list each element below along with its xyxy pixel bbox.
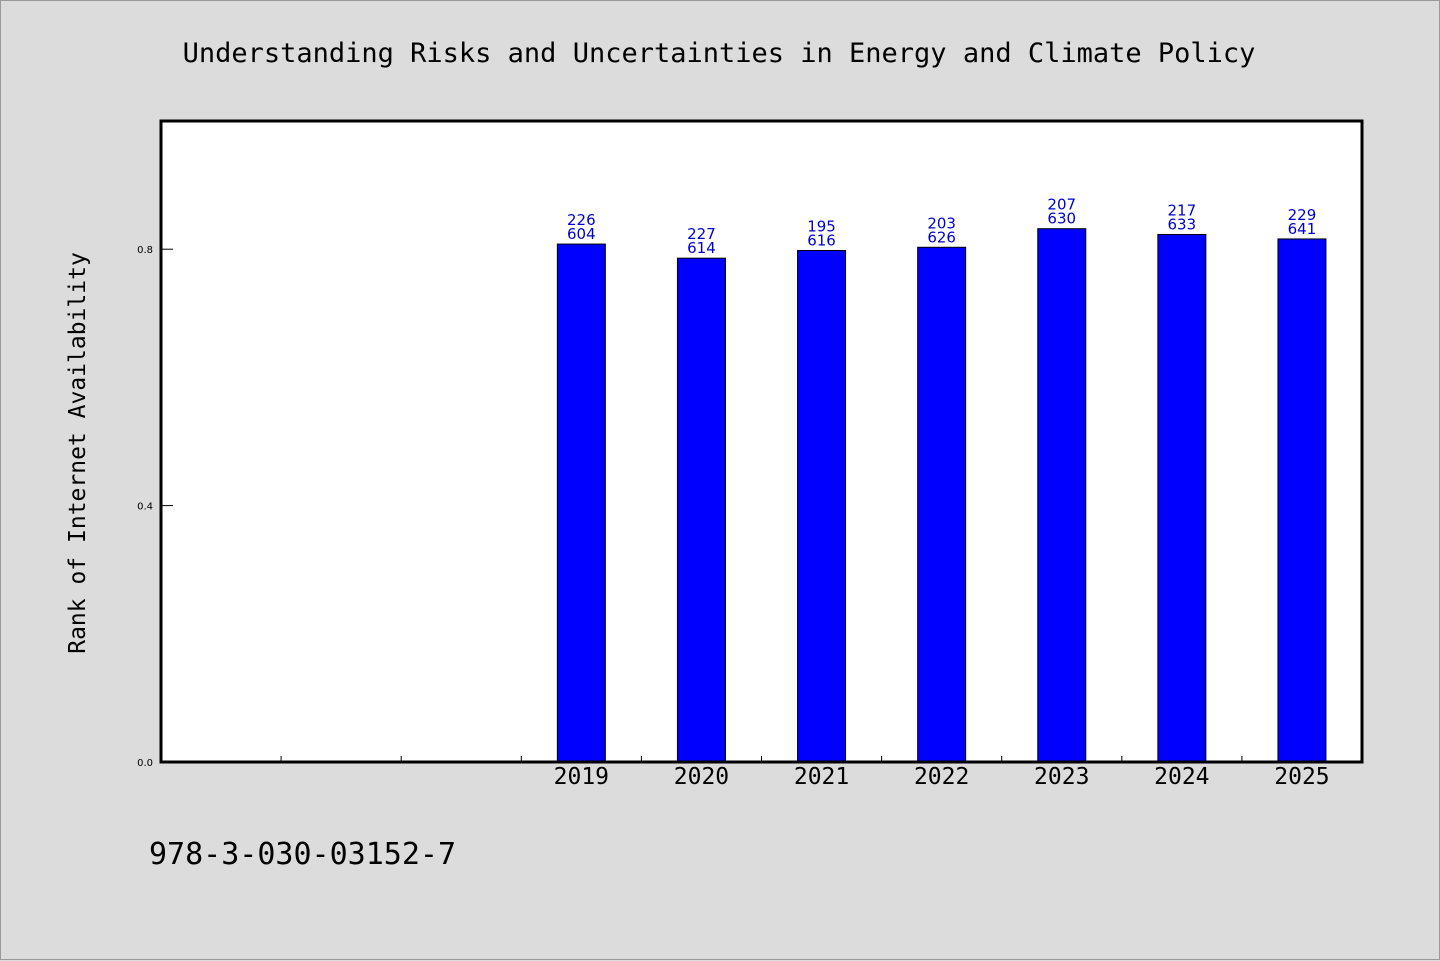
bar-2021 (797, 249, 847, 763)
bar-data-label: 633 (1168, 215, 1197, 233)
y-tick-label: 0.8 (137, 245, 153, 256)
bar-data-label: 641 (1288, 220, 1317, 238)
bar-data-label: 630 (1047, 210, 1076, 228)
bar-2024 (1157, 233, 1207, 763)
y-axis-label: Rank of Internet Availability (65, 252, 91, 654)
bar-2019 (556, 243, 606, 763)
bar-data-label: 195 (807, 217, 836, 235)
bar-2022 (917, 246, 967, 763)
bar-data-label: 229 (1288, 206, 1317, 224)
x-tick-label: 2024 (1154, 764, 1209, 790)
bar-data-label: 203 (927, 214, 956, 232)
y-tick-label: 0.0 (137, 758, 153, 769)
bar-2020 (676, 257, 726, 763)
x-tick-label: 2025 (1274, 764, 1329, 790)
bar-data-label: 616 (807, 231, 836, 249)
x-tick-label: 2020 (674, 764, 729, 790)
bars-layer (556, 228, 1327, 763)
y-tick-label: 0.4 (137, 502, 153, 513)
x-tick-label: 2019 (554, 764, 609, 790)
bar-data-label: 217 (1168, 201, 1197, 219)
bar-2025 (1277, 238, 1327, 763)
x-tick-label: 2022 (914, 764, 969, 790)
x-tick-label: 2021 (794, 764, 849, 790)
chart-title: Understanding Risks and Uncertainties in… (183, 38, 1256, 69)
bar-2023 (1037, 228, 1087, 763)
plot-frame (159, 119, 1364, 764)
bar-data-label: 226 (567, 211, 596, 229)
bar-data-label: 614 (687, 239, 716, 257)
bar-data-label: 604 (567, 225, 596, 243)
isbn-code: 978-3-030-03152-7 (149, 837, 456, 872)
bar-data-label: 626 (927, 228, 956, 246)
x-tick-label: 2023 (1034, 764, 1089, 790)
bar-data-label: 227 (687, 225, 716, 243)
bar-data-label: 207 (1047, 196, 1076, 214)
